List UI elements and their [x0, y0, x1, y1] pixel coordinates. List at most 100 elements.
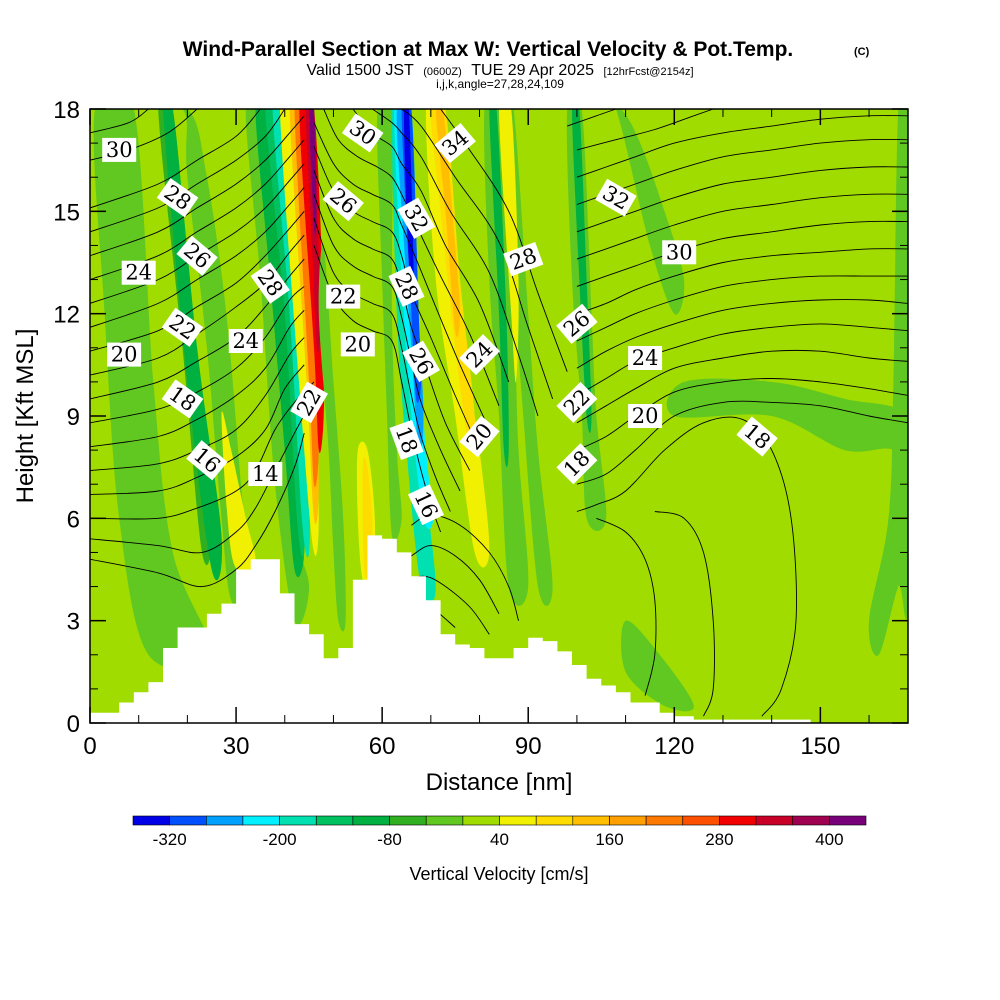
colorbar-swatch [389, 815, 427, 826]
x-tick-label: 60 [369, 733, 396, 760]
contour-label-box [161, 307, 204, 347]
subtitle-valid: Valid 1500 JST (0600Z) TUE 29 Apr 2025 [… [306, 62, 693, 79]
y-tick-label: 6 [67, 506, 80, 533]
isentrope-20-6 [90, 286, 305, 424]
contour-label-text: 24 [232, 329, 259, 353]
colorbar-swatch [719, 815, 757, 826]
isentrope-22-8 [90, 234, 305, 376]
contour-label-3: 24 [121, 260, 156, 285]
isentrope-26-41 [576, 220, 908, 287]
contour-label-box [102, 137, 137, 162]
vv-band-15 [309, 109, 317, 236]
contour-label-box [458, 334, 501, 376]
terrain-profile [90, 535, 908, 723]
contour-label-30: 24 [628, 346, 663, 370]
colorbar-swatch [315, 815, 354, 826]
x-tick-label: 120 [654, 733, 694, 760]
vv-band-7 [255, 109, 305, 577]
colorbar: -320 -200 -80 40 160 280 400 [132, 815, 867, 849]
colorbar-swatch [352, 815, 390, 826]
contour-label-text: 24 [632, 346, 659, 370]
contour-label-14: 20 [340, 332, 375, 357]
contour-label-box [228, 329, 263, 353]
vv-band-10 [279, 109, 319, 556]
isentrope-26-12 [90, 139, 305, 281]
vv-band-37 [621, 620, 694, 712]
isentrope-23-21 [313, 170, 471, 471]
contour-label-15: 30 [341, 113, 384, 153]
y-tick-label: 12 [53, 302, 80, 329]
contour-label-box [736, 416, 778, 457]
y-tick-label: 9 [67, 404, 80, 431]
isentrope-22-20 [313, 194, 461, 492]
colorbar-tick-label: 400 [815, 830, 843, 849]
contour-label-box [322, 180, 364, 222]
contour-label-box [186, 440, 228, 481]
isentrope-24-10 [90, 187, 305, 328]
contour-label-7: 20 [107, 342, 142, 367]
contour-label-10: 14 [248, 462, 283, 486]
colorbar-tick-label: 40 [490, 830, 509, 849]
contour-label-box [121, 260, 156, 285]
colorbar-tick-label: -200 [263, 830, 297, 849]
vv-band-35 [868, 109, 908, 656]
contour-label-text: 20 [344, 332, 371, 356]
isentrope-23-9 [90, 211, 305, 352]
isentrope-19-5 [90, 310, 305, 448]
subtitle-valid-utc: (0600Z) [423, 66, 462, 78]
vv-band-16 [318, 243, 346, 632]
contour-label-box [434, 122, 476, 164]
contour-label-box [662, 240, 697, 265]
vv-band-6 [245, 109, 310, 626]
isentrope-31-17 [90, 109, 149, 134]
y-tick-label: 18 [53, 97, 80, 124]
y-tick-label: 15 [53, 199, 80, 226]
colorbar-tick-label: 280 [705, 830, 733, 849]
contour-label-box [402, 340, 440, 383]
isentrope-24-39 [576, 275, 908, 342]
contour-label-box [290, 381, 328, 424]
contour-label-box [503, 242, 544, 277]
contour-label-text: 24 [125, 261, 152, 285]
contour-label-box [107, 342, 142, 367]
isentrope-31-46 [576, 109, 714, 151]
vv-band-36 [666, 378, 908, 485]
colorbar-swatch [572, 815, 610, 826]
subtitle-valid-date: TUE 29 Apr 2025 [471, 62, 594, 79]
isentrope-18-48 [596, 517, 657, 696]
isentrope-17-3 [90, 364, 305, 495]
contour-label-box [556, 303, 598, 345]
contour-label-box [326, 284, 361, 309]
vv-band-29 [489, 109, 509, 468]
y-tick-label: 0 [67, 711, 80, 738]
colorbar-swatch [755, 815, 794, 826]
contour-label-text: 30 [106, 138, 133, 162]
contour-label-box [628, 404, 663, 428]
colorbar-swatch [169, 815, 207, 826]
axes: 0 30 60 90 120 150 0 3 6 9 12 15 18 [53, 97, 908, 760]
y-axis-label: Height [Kft MSL] [12, 329, 39, 504]
colorbar-swatch [792, 815, 830, 826]
contour-label-box [459, 415, 500, 458]
isentrope-18-49 [654, 511, 715, 717]
isentrope-29-15 [90, 109, 261, 209]
contour-label-text: 20 [111, 343, 138, 367]
x-tick-label: 30 [223, 733, 250, 760]
colorbar-swatch [242, 815, 280, 826]
colorbar-swatch [535, 815, 574, 826]
isentrope-29-27 [401, 109, 554, 400]
contour-label-box [248, 462, 283, 486]
vv-band-27 [435, 109, 460, 338]
isentrope-27-13 [90, 115, 305, 257]
chart-title: Wind-Parallel Section at Max W: Vertical… [183, 38, 870, 91]
contour-label-box [161, 379, 204, 419]
colorbar-swatch [609, 815, 647, 826]
x-tick-label: 150 [800, 733, 840, 760]
colorbar-swatch [499, 815, 537, 826]
colorbar-title: Vertical Velocity [cm/s] [409, 864, 588, 884]
contour-label-box [556, 443, 598, 485]
contour-label-31: 20 [628, 404, 663, 428]
subtitle-indices: i,j,k,angle=27,28,24,109 [436, 77, 564, 91]
isentrope-28-14 [90, 109, 286, 233]
